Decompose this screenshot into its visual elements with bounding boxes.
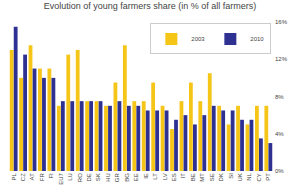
svg-text:Evolution of young farmers sha: Evolution of young farmers share (in % o…	[44, 1, 257, 11]
svg-text:CY: CY	[256, 173, 262, 181]
svg-text:BG: BG	[124, 173, 130, 182]
svg-text:HU: HU	[105, 173, 111, 182]
svg-text:UK: UK	[237, 173, 243, 181]
svg-text:4%: 4%	[275, 131, 284, 137]
svg-text:8%: 8%	[275, 94, 284, 100]
svg-text:NL: NL	[246, 173, 252, 181]
svg-text:FI: FI	[48, 173, 54, 179]
svg-text:FR: FR	[39, 173, 45, 182]
svg-text:IT: IT	[180, 173, 186, 179]
svg-text:LV: LV	[162, 173, 168, 180]
svg-text:CZ: CZ	[20, 173, 26, 181]
svg-text:GR: GR	[114, 173, 120, 183]
svg-text:IE: IE	[143, 173, 149, 179]
svg-text:16%: 16%	[275, 19, 288, 25]
svg-text:0%: 0%	[275, 168, 284, 174]
svg-text:SE: SE	[209, 173, 215, 181]
svg-text:DE: DE	[86, 173, 92, 181]
svg-text:RO: RO	[77, 173, 83, 182]
svg-text:ES: ES	[171, 173, 177, 181]
svg-text:MT: MT	[199, 173, 205, 182]
svg-text:PL: PL	[11, 173, 17, 181]
svg-text:LT: LT	[152, 173, 158, 180]
svg-text:AT: AT	[29, 173, 35, 181]
svg-text:SK: SK	[96, 173, 102, 181]
svg-text:SI: SI	[228, 173, 234, 179]
svg-text:PT: PT	[265, 173, 271, 181]
svg-text:EE: EE	[133, 173, 139, 181]
svg-text:DK: DK	[218, 173, 224, 181]
svg-text:2010: 2010	[250, 36, 264, 42]
svg-text:2003: 2003	[191, 36, 205, 42]
svg-text:LU: LU	[67, 173, 73, 181]
svg-text:12%: 12%	[275, 56, 288, 62]
svg-text:BE: BE	[190, 173, 196, 181]
svg-text:EU7: EU7	[58, 173, 64, 185]
